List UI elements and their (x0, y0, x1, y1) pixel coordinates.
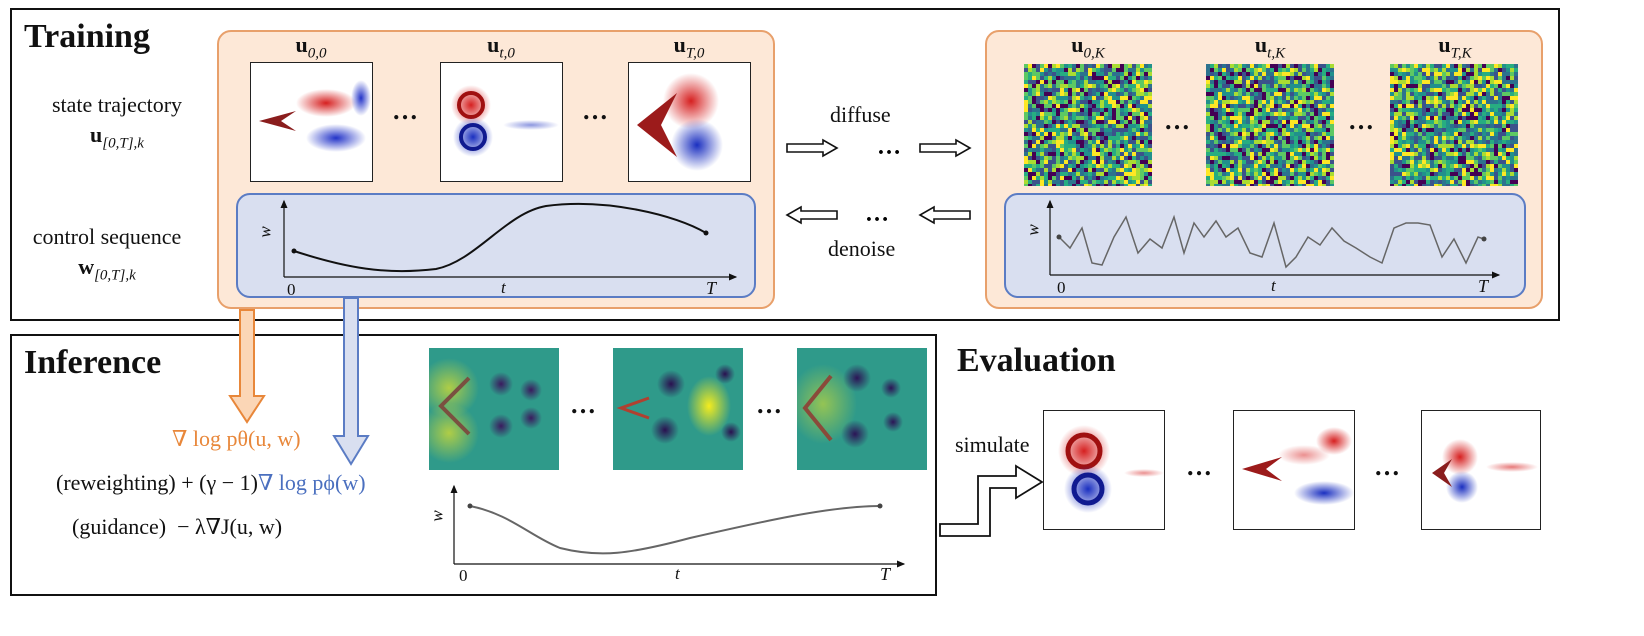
evaluation-frame-0 (1043, 410, 1165, 530)
clean-ellipsis-1: … (392, 96, 418, 125)
reweighting-term: + (γ − 1) (181, 470, 258, 495)
training-heading: Training (24, 18, 150, 55)
training-section (10, 8, 1560, 321)
blue-prior-arrow (332, 297, 370, 466)
inference-ellipsis-1: … (570, 390, 596, 419)
noisy-frame-t (1206, 64, 1334, 186)
clean-control-plot (280, 199, 738, 281)
evaluation-ellipsis-2: … (1374, 452, 1400, 481)
control-sequence-symbol: w[0,T],k (78, 254, 136, 284)
inference-control-plot (450, 484, 906, 568)
guidance-line: (guidance) − λ∇J(u, w) (72, 514, 282, 540)
clean-frame-label-0: u0,0 (295, 32, 327, 62)
diffuse-label: diffuse (830, 102, 891, 127)
guidance-tag: (guidance) (72, 514, 167, 539)
clean-plot-x-end: T (706, 278, 717, 298)
reweighting-tag: (reweighting) (56, 470, 176, 495)
noisy-frame-0 (1024, 64, 1152, 186)
inference-section (10, 334, 937, 596)
clean-plot-y-label: w (255, 226, 275, 238)
evaluation-frame-t (1233, 410, 1355, 530)
clean-vorticity-frame-T (628, 62, 751, 182)
reweighting-line: (reweighting) + (γ − 1)∇ log pϕ(w) (56, 470, 366, 496)
inference-frame-t (613, 348, 743, 470)
inference-heading: Inference (24, 344, 162, 381)
noisy-ellipsis-2: … (1348, 106, 1374, 135)
inference-frame-T (797, 348, 927, 470)
evaluation-ellipsis-1: … (1186, 452, 1212, 481)
denoise-arrows: … (785, 205, 971, 225)
prior-score-term: ∇ log pϕ(w) (257, 470, 366, 495)
noisy-frame-T (1390, 64, 1518, 186)
noisy-plot-x-start: 0 (1057, 278, 1066, 297)
evaluation-heading: Evaluation (957, 342, 1116, 379)
state-trajectory-symbol: u[0,T],k (90, 122, 144, 152)
simulate-arrow (939, 464, 1044, 537)
svg-text:…: … (877, 138, 901, 158)
inference-plot-x-start: 0 (459, 566, 468, 585)
inference-frame-0 (429, 348, 559, 470)
diffuse-arrows: … (786, 138, 972, 158)
noisy-frame-label-T: uT,K (1438, 32, 1472, 62)
noisy-ellipsis-1: … (1164, 106, 1190, 135)
inference-plot-y-label: w (427, 510, 447, 522)
state-trajectory-label: state trajectory (51, 92, 183, 117)
clean-plot-x-label: t (501, 278, 506, 297)
inference-ellipsis-2: … (756, 390, 782, 419)
control-sequence-label: control sequence (32, 224, 182, 249)
clean-vorticity-frame-t (440, 62, 563, 182)
guidance-term: − λ∇J(u, w) (177, 514, 283, 539)
clean-vorticity-frame-0 (250, 62, 373, 182)
clean-ellipsis-2: … (582, 96, 608, 125)
noisy-plot-x-label: t (1271, 276, 1276, 295)
clean-control-subpanel (236, 193, 756, 298)
noisy-plot-x-end: T (1478, 276, 1489, 296)
noisy-frame-label-0: u0,K (1071, 32, 1105, 62)
noisy-control-plot (1046, 199, 1501, 279)
evaluation-frame-T (1421, 410, 1541, 530)
clean-plot-x-start: 0 (287, 280, 296, 299)
clean-frame-label-T: uT,0 (673, 32, 705, 62)
inference-plot-x-label: t (675, 564, 680, 583)
svg-text:…: … (865, 205, 889, 225)
orange-score-arrow (228, 309, 266, 424)
score-term: ∇ log pθ(u, w) (172, 426, 301, 451)
clean-frame-label-t: ut,0 (487, 32, 515, 62)
noisy-plot-y-label: w (1023, 224, 1043, 236)
denoise-label: denoise (828, 236, 896, 261)
simulate-label: simulate (955, 432, 1030, 457)
inference-plot-x-end: T (880, 564, 891, 584)
noisy-frame-label-t: ut,K (1254, 32, 1286, 62)
noisy-control-subpanel (1004, 193, 1526, 298)
